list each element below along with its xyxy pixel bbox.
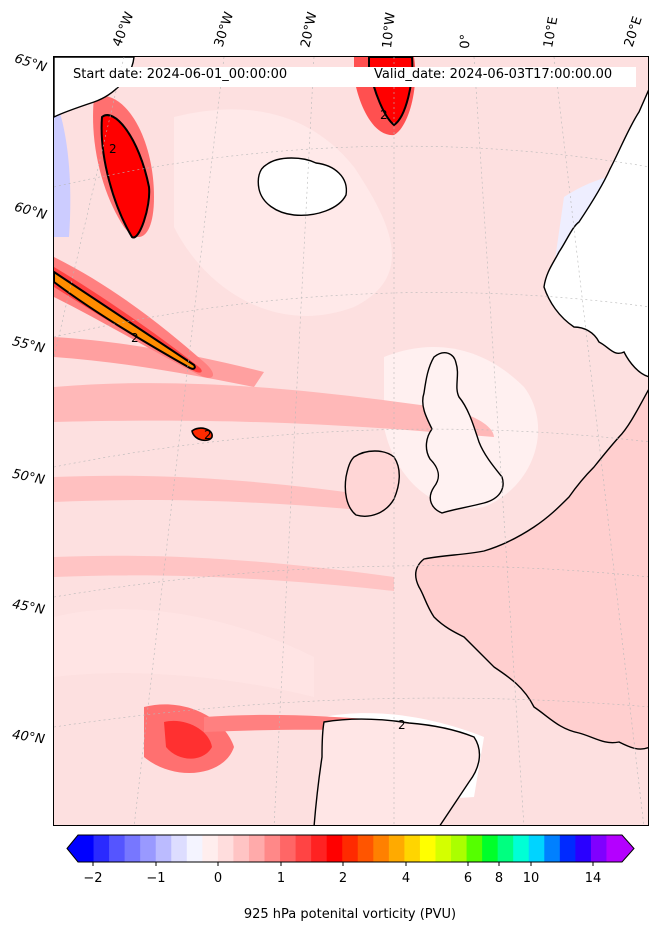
gridline-lon-0 [473,57,525,825]
continental-europe-landmass [415,389,648,750]
colorbar-segment [513,835,530,862]
colorbar [66,834,635,866]
latitude-label: 40°N [11,727,46,748]
pv-band [54,555,394,591]
pv-small-contour [191,427,213,442]
gridline-lon-40w [54,57,125,358]
colorbar-segment [342,835,359,862]
longitude-label: 30°W [211,10,238,49]
map-gridlines [54,57,648,825]
colorbar-segment [233,835,250,862]
colorbar-tick-label: 6 [463,871,473,886]
gridline-lon-20w [273,57,315,825]
colorbar-extend-min [67,835,78,862]
colorbar-extend-max [622,835,634,862]
colorbar-segment [171,835,188,862]
colorbar-segment [124,835,141,862]
colorbar-segment [575,835,592,862]
gridline-lat-45 [54,565,648,598]
pv-region-light [54,609,314,697]
gridline-lon-30w [133,57,225,825]
colorbar-segment [217,835,235,862]
colorbar-segment [357,835,374,862]
colorbar-segment [93,835,110,862]
colorbar-title: 925 hPa potenital vorticity (PVU) [243,907,457,922]
colorbar-segment [404,835,421,862]
latitude-label: 45°N [10,597,46,618]
colorbar-segment [559,835,576,862]
colorbar-tick-label: 14 [584,871,602,886]
colorbar-segment [466,835,483,862]
colorbar-segment [311,835,328,862]
colorbar-segment [528,835,545,862]
ireland-landmass [344,450,400,517]
colorbar-segment [186,835,203,862]
contour-label: 2 [204,428,212,442]
colorbar-segment [202,835,219,862]
colorbar-segment [109,835,126,862]
colorbar-segment [373,835,390,862]
pv-region-negative [54,97,71,237]
pv-streak-west-max [54,270,196,370]
colorbar-tick-label: 4 [401,871,411,886]
colorbar-segment [606,835,623,862]
gridline-lon-10e [553,57,645,825]
map-panel: 2 2 2 2 2 [53,56,649,826]
colorbar-segment [435,835,452,862]
contour-label: 2 [398,718,406,732]
colorbar-segment [140,835,157,862]
colorbar-segment [388,835,405,862]
colorbar-segment [419,835,437,862]
longitude-label: 10°E [541,15,562,49]
colorbar-segment [78,835,95,862]
colorbar-segment [155,835,172,862]
longitude-label: 0° [458,33,474,49]
colorbar-segment [544,835,561,862]
colorbar-tick-label: 2 [338,871,348,886]
colorbar-tick-label: −2 [83,871,103,886]
pv-band [54,383,494,437]
colorbar-segment [326,835,343,862]
header-strip [66,67,636,87]
colorbar-tick-label: 0 [213,871,223,886]
pv-greenland-core [100,114,151,239]
contour-label: 2 [109,142,117,156]
colorbar-outline [66,834,635,863]
contour-label: 2 [131,331,139,345]
colorbar-tick-label: −1 [146,871,166,886]
great-britain-landmass [422,352,504,514]
latitude-label: 65°N [12,51,49,76]
colorbar-segment [482,835,499,862]
colorbar-tick-label: 8 [494,871,504,886]
latitude-label: 50°N [10,466,46,489]
valid-date-label: Valid_date: 2024-06-03T17:00:00.00 [374,67,613,82]
colorbar-segment [248,835,266,862]
iceland-landmass [257,157,348,216]
longitude-label: 10°W [380,11,399,50]
start-date-label: Start date: 2024-06-01_00:00:00 [73,67,288,82]
longitude-label: 20°W [298,10,321,49]
colorbar-segment [497,835,514,862]
latitude-label: 60°N [12,199,49,224]
colorbar-segment [264,835,281,862]
colorbar-tick-label: 1 [276,871,286,886]
longitude-label: 20°E [621,14,646,50]
pv-south-core [164,720,212,759]
gridline-lat-40 [54,697,648,728]
gridline-lat-60 [54,145,648,188]
colorbar-segment [451,835,468,862]
iberia-landmass [313,718,481,825]
colorbar-segment [295,835,312,862]
colorbar-segment [280,835,297,862]
gridline-lat-55 [54,292,648,338]
contour-label: 2 [380,108,388,122]
pv-band [54,475,384,512]
pv-field-map: 2 2 2 2 2 [54,57,648,825]
gridline-lat-50 [54,428,648,468]
longitude-label: 40°W [110,10,138,49]
latitude-label: 55°N [10,334,47,357]
colorbar-segment [590,835,608,862]
colorbar-tick-label: 10 [522,871,540,886]
